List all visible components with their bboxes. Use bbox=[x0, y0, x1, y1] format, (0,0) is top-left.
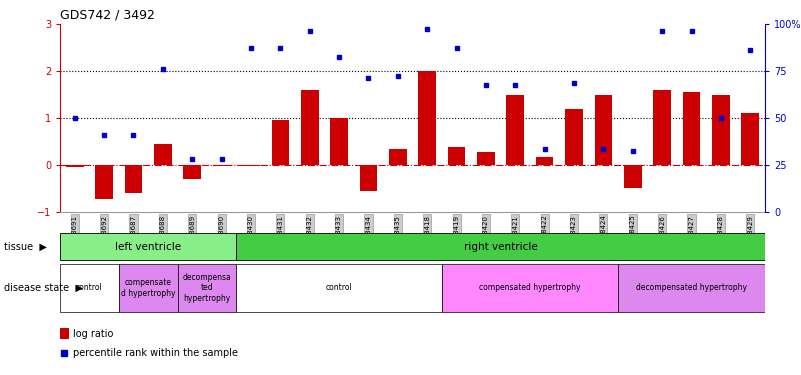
Bar bbox=[60, 328, 69, 339]
Text: disease state  ▶: disease state ▶ bbox=[4, 283, 83, 293]
Text: compensate
d hypertrophy: compensate d hypertrophy bbox=[121, 278, 175, 297]
Text: GDS742 / 3492: GDS742 / 3492 bbox=[60, 9, 155, 22]
Bar bbox=[60, 264, 119, 312]
Bar bbox=[682, 92, 700, 165]
Bar bbox=[566, 109, 583, 165]
Bar bbox=[442, 264, 618, 312]
Bar bbox=[624, 165, 642, 188]
Bar bbox=[154, 144, 171, 165]
Bar bbox=[236, 233, 765, 260]
Bar bbox=[213, 165, 231, 166]
Text: percentile rank within the sample: percentile rank within the sample bbox=[73, 348, 238, 357]
Bar bbox=[712, 95, 730, 165]
Text: decompensated hypertrophy: decompensated hypertrophy bbox=[636, 284, 747, 292]
Text: tissue  ▶: tissue ▶ bbox=[4, 242, 47, 252]
Bar bbox=[125, 165, 143, 193]
Text: right ventricle: right ventricle bbox=[464, 242, 537, 252]
Bar bbox=[330, 118, 348, 165]
Bar bbox=[95, 165, 113, 199]
Bar bbox=[618, 264, 765, 312]
Bar bbox=[448, 147, 465, 165]
Bar bbox=[242, 165, 260, 166]
Text: decompensa
ted
hypertrophy: decompensa ted hypertrophy bbox=[183, 273, 231, 303]
Bar bbox=[536, 157, 553, 165]
Text: compensated hypertrophy: compensated hypertrophy bbox=[479, 284, 581, 292]
Bar bbox=[418, 71, 436, 165]
Bar bbox=[742, 113, 759, 165]
Bar bbox=[389, 148, 407, 165]
Bar bbox=[360, 165, 377, 191]
Bar bbox=[477, 152, 495, 165]
Bar bbox=[301, 90, 319, 165]
Text: control: control bbox=[326, 284, 352, 292]
Bar bbox=[66, 165, 83, 167]
Bar bbox=[272, 120, 289, 165]
Text: log ratio: log ratio bbox=[73, 329, 113, 339]
Text: control: control bbox=[76, 284, 103, 292]
Bar bbox=[236, 264, 442, 312]
Bar bbox=[178, 264, 236, 312]
Bar bbox=[654, 90, 671, 165]
Bar bbox=[594, 95, 612, 165]
Bar bbox=[119, 264, 178, 312]
Text: left ventricle: left ventricle bbox=[115, 242, 181, 252]
Bar bbox=[506, 95, 524, 165]
Bar bbox=[60, 233, 236, 260]
Bar bbox=[183, 165, 201, 179]
